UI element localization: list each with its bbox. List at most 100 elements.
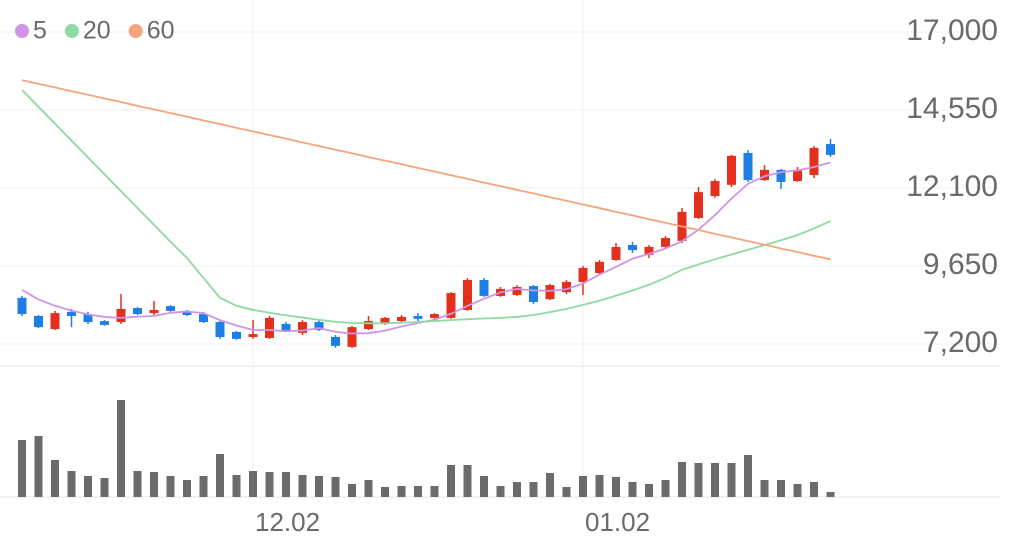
volume-bar	[744, 455, 752, 497]
candle-body	[17, 297, 27, 315]
volume-bar	[430, 486, 439, 497]
candle-body	[83, 314, 93, 323]
candle-body	[314, 322, 324, 330]
volume-bar	[496, 486, 505, 497]
y-tick-label: 14,550	[906, 92, 998, 125]
volume-bar	[51, 460, 59, 497]
volume-bar	[183, 480, 191, 497]
volume-bar	[480, 476, 488, 497]
volume-bar	[628, 482, 637, 497]
volume-bar	[447, 465, 455, 497]
candle-body	[809, 147, 819, 175]
volume-bar	[612, 477, 620, 497]
volume-bar	[529, 482, 538, 497]
candle-body	[265, 317, 274, 338]
candle-body	[512, 287, 522, 295]
volume-bar	[364, 480, 373, 497]
candle-body	[149, 309, 159, 314]
candle-body	[116, 308, 126, 323]
candle-body	[529, 286, 538, 302]
candle-body	[776, 169, 786, 182]
volume-bar	[595, 475, 604, 497]
volume-bar	[645, 484, 653, 497]
candle-body	[430, 314, 439, 318]
ma-line	[21, 79, 831, 261]
candle-body	[694, 192, 703, 218]
volume-bar	[249, 471, 257, 497]
volume-bar	[150, 472, 158, 497]
candle-body	[760, 169, 769, 181]
candle-body	[182, 310, 192, 316]
volume-bar	[397, 486, 406, 497]
volume-bar	[760, 480, 769, 497]
legend-label: 60	[147, 17, 175, 45]
candle-body	[397, 316, 406, 322]
candle-body	[562, 281, 571, 293]
candle-body	[661, 237, 670, 247]
volume-bar	[133, 471, 142, 497]
candle-body	[545, 285, 555, 300]
volume-bar	[810, 482, 818, 497]
candle-body	[133, 308, 142, 315]
volume-bar	[562, 487, 571, 497]
candle-body	[364, 321, 373, 330]
legend-swatch	[128, 24, 143, 38]
candle-body	[463, 280, 472, 310]
candle-body	[281, 323, 291, 331]
ma-line	[21, 89, 831, 325]
y-tick-label: 12,100	[906, 170, 998, 203]
candle-body	[50, 313, 60, 330]
volume-bar	[414, 486, 422, 497]
volume-bar	[678, 462, 686, 497]
volume-bar	[67, 471, 76, 497]
volume-bar	[331, 477, 340, 497]
candle-body	[380, 317, 390, 324]
x-tick-label: 01.02	[585, 507, 650, 537]
candle-body	[298, 322, 307, 333]
candle-body	[331, 336, 340, 346]
candle-body	[199, 314, 208, 323]
volume-bar	[793, 484, 802, 497]
x-tick-label: 12.02	[255, 507, 320, 537]
candle-body	[628, 244, 637, 251]
volume-bar	[513, 482, 521, 497]
volume-bar	[298, 475, 307, 497]
candle-body	[611, 246, 621, 260]
candle-body	[578, 267, 588, 282]
volume-bar	[315, 476, 323, 497]
volume-bar	[282, 472, 290, 497]
volume-bar	[34, 436, 43, 497]
candle-body	[446, 293, 456, 318]
candle-body	[595, 261, 604, 274]
candle-body	[793, 169, 802, 181]
candle-body	[479, 280, 489, 296]
legend-label: 5	[33, 17, 47, 45]
legend-swatch	[15, 24, 29, 38]
volume-bar	[579, 476, 587, 497]
volume-bar	[826, 492, 835, 497]
y-tick-label: 7,200	[923, 326, 998, 359]
candle-body	[743, 152, 753, 181]
candle-body	[347, 327, 357, 347]
volume-bar	[711, 463, 719, 497]
candle-body	[727, 155, 736, 185]
volume-bar	[166, 476, 175, 497]
candle-body	[100, 321, 109, 325]
volume-bar	[348, 484, 356, 497]
candle-body	[644, 246, 654, 255]
y-tick-label: 17,000	[906, 14, 998, 47]
legend-label: 20	[83, 17, 111, 45]
candle-body	[826, 144, 835, 155]
volume-bar	[546, 473, 554, 497]
volume-bar	[777, 480, 785, 497]
volume-bar	[84, 476, 92, 497]
volume-bar	[100, 478, 109, 497]
candle-body	[232, 331, 241, 339]
volume-bar	[694, 463, 703, 497]
candle-body	[34, 315, 43, 328]
volume-bar	[232, 475, 241, 497]
candle-body	[710, 180, 720, 196]
volume-bar	[117, 400, 125, 497]
